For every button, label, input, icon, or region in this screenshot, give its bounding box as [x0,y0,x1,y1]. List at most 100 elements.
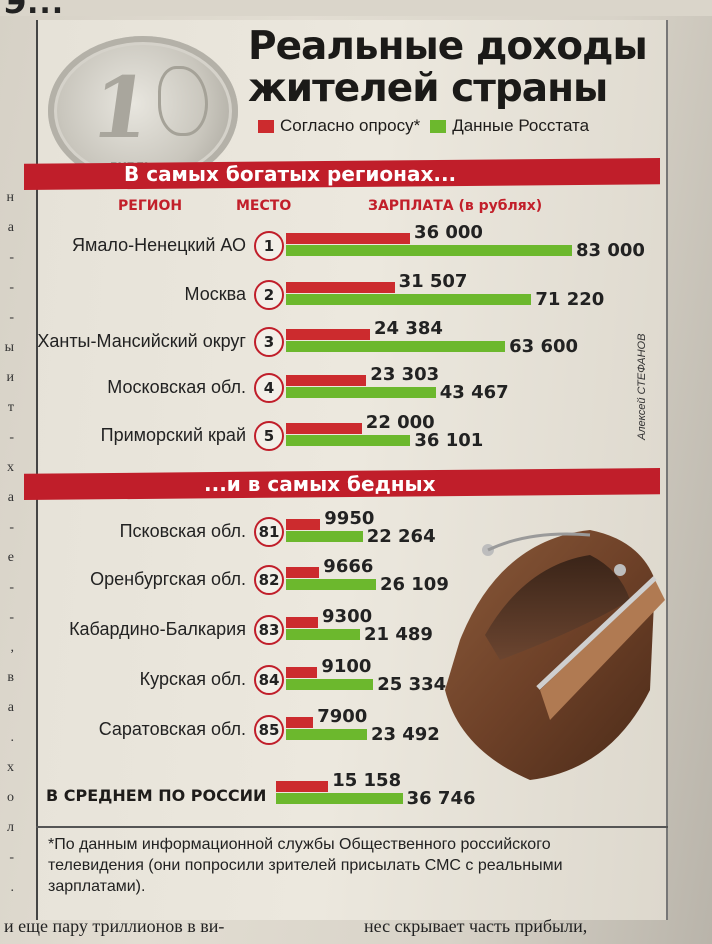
poor-rosstat-bar-1 [286,531,363,542]
average-label: В СРЕДНЕМ ПО РОССИИ [46,786,267,805]
left-column-fragment: - [9,610,14,625]
title-line-1: Реальные доходы [248,24,648,69]
average-rosstat-bar [276,793,403,804]
poor-rosstat-value-1: 22 264 [366,526,436,547]
poor-rosstat-value-4: 25 334 [377,674,447,695]
rich-survey-value-3: 24 384 [374,318,443,339]
poor-survey-bar-4 [286,667,318,678]
rich-regions-banner: В самых богатых регионах... [24,158,660,190]
rich-rosstat-value-4: 43 467 [439,382,509,403]
rich-region-label-5: Приморский край [100,425,246,445]
poor-rosstat-value-3: 21 489 [364,624,433,645]
left-column-fragment: - [9,310,14,325]
rich-rosstat-value-2: 71 220 [535,289,605,310]
left-column-fragment: и [6,370,15,385]
poor-rosstat-value-2: 26 109 [379,574,449,595]
rich-rank-badge-1: 1 [254,231,284,261]
rich-survey-value-1: 36 000 [414,222,483,243]
rich-survey-bar-4 [286,375,367,386]
article-text-right: нес скрывает часть прибыли, [364,916,588,936]
left-column-fragment: а [7,700,14,715]
rich-rosstat-value-3: 63 600 [509,336,579,357]
poor-survey-value-4: 9100 [321,656,372,677]
rich-rank-badge-4: 4 [254,373,284,403]
left-column-fragment: х [7,760,14,775]
previous-headline-strip: Э... [0,0,712,21]
left-column-fragment: л [7,820,14,835]
rich-rosstat-value-5: 36 101 [414,430,484,451]
footnote-divider [36,826,668,828]
poor-rosstat-bar-3 [286,629,361,640]
left-column-fragment: в [7,670,14,685]
author-credit: Алексей СТЕФАНОВ [636,333,648,440]
rich-rosstat-bar-4 [286,387,436,398]
poor-rank-badge-1: 81 [254,517,284,547]
poor-rank-badge-5: 85 [254,715,284,745]
left-column-fragment: , [10,640,15,655]
poor-rosstat-bar-4 [286,679,374,690]
left-column-fragment: - [9,280,14,295]
left-column-fragment: а [7,220,14,235]
rich-survey-value-5: 22 000 [365,412,435,433]
poor-survey-bar-2 [286,567,320,578]
average-survey-bar [276,781,329,792]
poor-survey-value-3: 9300 [322,606,373,627]
left-column-fragment: - [9,850,14,865]
poor-rank-badge-3: 83 [254,615,284,645]
left-column-fragment: х [7,460,14,475]
legend-swatch-survey [258,119,274,133]
column-header-place: МЕСТО [236,198,292,214]
rich-region-label-3: Ханты-Мансийский округ [37,331,246,351]
poor-survey-bar-1 [286,519,321,530]
rich-survey-bar-2 [286,282,395,293]
rich-rosstat-bar-5 [286,435,411,446]
left-column-fragment: - [9,250,14,265]
poor-survey-bar-5 [286,717,314,728]
left-column-fragment: о [7,790,14,805]
rich-regions-heading: В самых богатых регионах... [124,162,457,186]
left-column-fragment: . [10,730,15,745]
footnote: *По данным информационной службы Обществ… [48,836,563,895]
left-column-fragment: н [6,190,15,205]
title-line-2: жителей страны [248,66,608,111]
rich-survey-value-2: 31 507 [398,271,468,292]
poor-region-label-1: Псковская обл. [119,521,246,541]
rich-rank-badge-2: 2 [254,280,284,310]
legend-item-survey: Согласно опросу* [258,116,420,136]
poor-region-label-5: Саратовская обл. [98,719,246,739]
legend-label-rosstat: Данные Росстата [452,116,590,135]
left-column-fragment: - [9,430,14,445]
poor-region-label-4: Курская обл. [139,669,246,689]
legend: Согласно опросу* Данные Росстата [258,116,589,136]
poor-survey-value-2: 9666 [323,556,374,577]
column-header-salary: ЗАРПЛАТА (в рублях) [368,198,543,214]
poor-regions-banner: ...и в самых бедных [24,468,660,500]
average-rosstat-value: 36 746 [406,788,476,809]
rich-rank-badge-5: 5 [254,421,284,451]
rich-region-label-2: Москва [184,284,246,304]
poor-region-label-2: Оренбургская обл. [90,569,246,589]
column-header-region: РЕГИОН [118,198,183,214]
left-column-fragment: ы [4,340,14,355]
infographic-title: Реальные доходы жителей страны [248,26,668,110]
rich-region-label-4: Московская обл. [107,377,246,397]
poor-survey-bar-3 [286,617,319,628]
average-survey-value: 15 158 [332,770,402,791]
left-column-fragment: - [9,580,14,595]
poor-rank-badge-2: 82 [254,565,284,595]
poor-rosstat-bar-5 [286,729,367,740]
poor-survey-value-1: 9950 [324,508,375,529]
left-column-fragment: е [7,550,14,565]
rich-rosstat-bar-3 [286,341,506,352]
rich-survey-value-4: 23 303 [370,364,440,385]
legend-swatch-rosstat [430,119,447,133]
poor-rosstat-bar-2 [286,579,376,590]
left-column-fragment: т [7,400,14,415]
poor-survey-value-5: 7900 [317,706,368,727]
rich-survey-bar-5 [286,423,362,434]
open-wallet-image [445,530,665,780]
article-text-left: и еще пару триллионов в ви- [4,916,225,936]
coin-flourish-ornament [158,66,208,136]
legend-item-rosstat: Данные Росстата [430,116,589,136]
left-column-fragment: а [7,490,14,505]
